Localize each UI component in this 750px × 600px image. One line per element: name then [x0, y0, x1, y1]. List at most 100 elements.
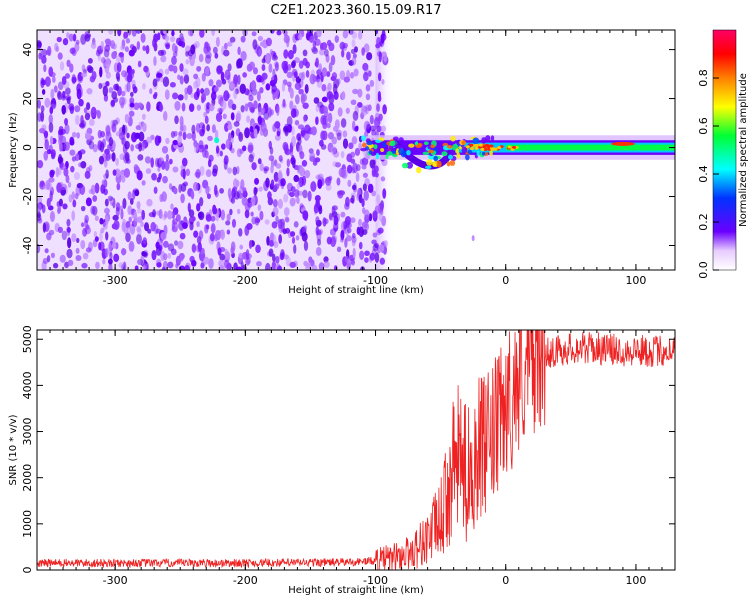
- noise-blob: [202, 144, 208, 153]
- noise-blob: [259, 41, 267, 47]
- noise-blob: [149, 88, 153, 95]
- noise-blob: [76, 88, 82, 100]
- noise-blob: [299, 228, 303, 237]
- noise-blob: [204, 66, 210, 77]
- noise-blob: [41, 48, 48, 57]
- noise-blob: [294, 196, 300, 203]
- noise-blob: [61, 183, 67, 191]
- noise-blob: [55, 167, 60, 178]
- noise-blob: [165, 43, 171, 50]
- noise-blob: [170, 131, 176, 139]
- noise-blob: [291, 135, 296, 147]
- noise-blob: [320, 115, 327, 126]
- noise-blob: [368, 70, 372, 77]
- noise-blob: [162, 111, 168, 121]
- noise-blob: [242, 72, 248, 78]
- noise-blob: [282, 98, 286, 108]
- noise-blob: [179, 63, 184, 72]
- noise-blob: [152, 38, 157, 48]
- noise-blob: [223, 90, 230, 102]
- noise-blob: [268, 63, 273, 73]
- noise-blob: [199, 30, 205, 38]
- noise-blob: [90, 205, 96, 215]
- noise-blob: [129, 97, 135, 104]
- noise-blob: [126, 81, 131, 93]
- noise-blob: [283, 125, 289, 133]
- noise-blob: [153, 186, 158, 194]
- noise-blob: [328, 42, 335, 52]
- noise-blob: [289, 88, 294, 99]
- figure-title: C2E1.2023.360.15.09.R17: [270, 3, 441, 18]
- noise-blob: [108, 87, 114, 94]
- noise-blob: [66, 218, 71, 227]
- signal-blob: [481, 151, 486, 156]
- noise-blob: [104, 44, 111, 53]
- noise-blob: [152, 209, 157, 218]
- noise-blob: [141, 180, 146, 186]
- noise-blob: [158, 244, 163, 252]
- noise-blob: [142, 265, 146, 270]
- noise-blob: [42, 222, 47, 233]
- noise-blob: [293, 221, 299, 228]
- noise-blob: [311, 47, 319, 55]
- noise-blob: [230, 112, 235, 121]
- noise-blob: [201, 72, 206, 82]
- noise-blob: [44, 139, 49, 151]
- noise-blob: [268, 140, 272, 150]
- noise-blob: [293, 244, 297, 254]
- noise-blob: [165, 153, 169, 162]
- noise-blob: [48, 177, 55, 183]
- signal-blob: [489, 150, 493, 157]
- noise-blob: [358, 142, 362, 151]
- noise-blob: [94, 182, 100, 194]
- noise-blob: [276, 265, 283, 270]
- noise-blob: [168, 64, 175, 72]
- noise-blob: [369, 158, 376, 169]
- noise-blob: [233, 74, 239, 85]
- noise-blob: [259, 127, 264, 136]
- noise-blob: [178, 255, 184, 262]
- noise-blob: [85, 224, 90, 230]
- noise-blob: [116, 76, 120, 82]
- noise-blob: [280, 178, 286, 187]
- noise-blob: [366, 123, 372, 134]
- noise-blob: [193, 230, 199, 238]
- noise-blob: [283, 49, 289, 59]
- noise-blob: [336, 78, 341, 85]
- noise-blob: [44, 248, 49, 254]
- noise-blob: [299, 151, 305, 160]
- noise-blob: [160, 55, 167, 63]
- noise-blob: [224, 250, 230, 257]
- noise-blob: [163, 240, 169, 248]
- noise-blob: [85, 197, 92, 207]
- noise-blob: [265, 37, 272, 47]
- noise-blob: [73, 172, 81, 181]
- noise-blob: [51, 76, 56, 83]
- signal-blob: [455, 148, 460, 154]
- signal-hot-blob: [482, 145, 487, 149]
- noise-blob: [150, 157, 154, 168]
- noise-blob: [174, 45, 178, 54]
- noise-blob: [361, 221, 368, 229]
- signal-hot-blob: [480, 148, 485, 152]
- noise-blob: [152, 93, 157, 100]
- noise-blob: [314, 61, 318, 67]
- noise-blob: [352, 162, 358, 174]
- signal-blob: [386, 151, 393, 156]
- noise-blob: [98, 82, 103, 90]
- noise-blob: [125, 220, 131, 229]
- noise-blob: [76, 132, 81, 139]
- noise-blob: [136, 40, 141, 50]
- noise-blob: [85, 247, 92, 253]
- noise-blob: [40, 105, 45, 113]
- signal-blob: [423, 141, 429, 146]
- signal-blob: [485, 135, 491, 142]
- noise-blob: [40, 79, 47, 86]
- noise-blob: [257, 204, 262, 212]
- noise-blob: [303, 225, 307, 232]
- noise-blob: [187, 30, 194, 37]
- noise-blob: [100, 40, 105, 50]
- noise-blob: [215, 79, 222, 88]
- noise-blob: [169, 35, 176, 43]
- noise-blob: [357, 88, 363, 98]
